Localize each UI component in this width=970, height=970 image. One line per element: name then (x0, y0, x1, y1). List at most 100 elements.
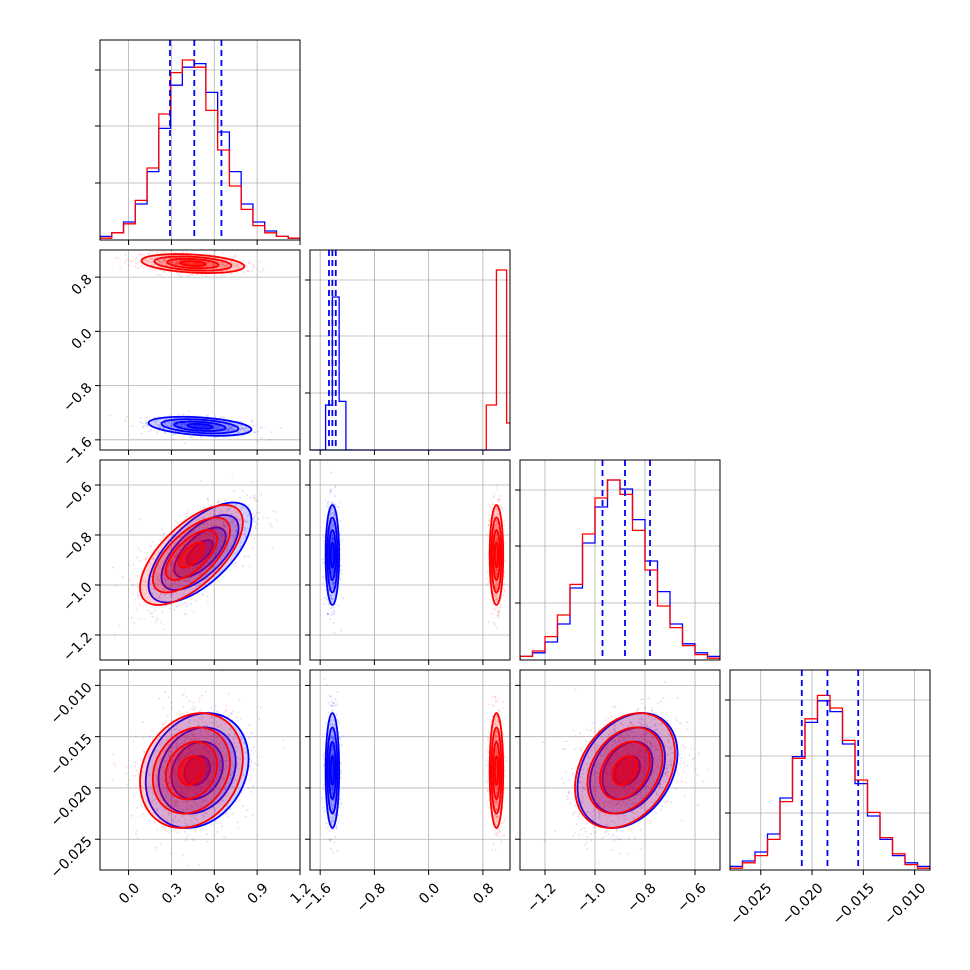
sample-point (136, 594, 139, 597)
sample-point (235, 503, 238, 506)
sample-point (331, 585, 334, 588)
sample-point (223, 538, 226, 541)
sample-point (208, 546, 211, 549)
sample-point (199, 538, 202, 541)
sample-point (184, 830, 187, 833)
sample-point (200, 785, 203, 788)
sample-point (136, 556, 139, 559)
sample-point (228, 734, 231, 737)
contour-red (492, 529, 501, 581)
sample-point (175, 785, 178, 788)
sample-point (223, 262, 226, 265)
sample-point (198, 742, 200, 745)
sample-point (494, 586, 497, 588)
sample-point (339, 588, 342, 591)
sample-point (171, 422, 174, 425)
sample-point (174, 728, 177, 731)
sample-point (178, 530, 181, 533)
sample-point (260, 426, 263, 429)
sample-point (173, 802, 176, 804)
sample-point (164, 421, 167, 424)
sample-point (226, 428, 229, 431)
sample-point (158, 426, 161, 429)
sample-point (143, 254, 146, 257)
sample-point (228, 569, 231, 571)
sample-point (162, 572, 165, 574)
sample-point (332, 570, 335, 573)
sample-point (183, 424, 186, 427)
sample-point (213, 742, 216, 745)
sample-point (221, 537, 223, 540)
sample-point (150, 250, 153, 253)
sample-point (243, 527, 246, 530)
sample-point (178, 729, 181, 732)
sample-point (167, 696, 170, 699)
panel-frame (519, 459, 721, 661)
sample-point (495, 606, 498, 609)
sample-point (134, 261, 137, 264)
sample-point (214, 536, 217, 539)
sample-point (170, 594, 173, 597)
sample-point (209, 715, 211, 718)
sample-point (332, 581, 335, 584)
sample-point (152, 269, 155, 271)
sample-point (158, 788, 161, 791)
sample-point (218, 541, 221, 543)
sample-point (202, 556, 205, 559)
sample-point (331, 502, 334, 505)
sample-point (260, 436, 263, 439)
sample-point (211, 532, 214, 535)
sample-point (495, 575, 498, 578)
sample-point (162, 567, 165, 569)
sample-point (220, 540, 223, 543)
sample-point (331, 581, 334, 584)
sample-point (172, 438, 175, 441)
sample-point (164, 259, 167, 262)
sample-point (173, 746, 176, 749)
sample-point (328, 514, 331, 516)
sample-point (173, 729, 176, 731)
sample-point (235, 529, 237, 532)
sample-point (202, 775, 205, 778)
sample-point (203, 811, 206, 814)
sample-point (223, 787, 226, 790)
sample-point (171, 546, 173, 549)
sample-point (210, 524, 213, 527)
sample-point (191, 733, 194, 736)
sample-point (237, 711, 240, 714)
sample-point (177, 584, 180, 587)
sample-point (174, 816, 177, 819)
sample-point (219, 416, 222, 419)
sample-point (233, 733, 236, 736)
sample-point (222, 525, 225, 528)
sample-point (189, 580, 192, 583)
sample-point (155, 616, 158, 619)
contour-blue (324, 504, 341, 606)
sample-point (171, 572, 174, 575)
sample-point (330, 471, 332, 474)
sample-point (207, 531, 210, 534)
contour-red (493, 541, 500, 569)
sample-point (219, 266, 222, 269)
sample-point (497, 610, 500, 612)
sample-point (503, 590, 506, 592)
sample-point (191, 734, 194, 737)
sample-point (223, 747, 226, 749)
sample-point (205, 565, 208, 568)
sample-point (242, 774, 244, 776)
sample-point (256, 523, 259, 526)
sample-point (199, 539, 202, 542)
sample-point (236, 423, 239, 426)
sample-point (158, 260, 161, 263)
histogram-blue (730, 700, 930, 870)
sample-point (502, 593, 505, 596)
sample-point (175, 771, 177, 774)
sample-point (259, 427, 262, 430)
sample-point (191, 539, 194, 542)
sample-point (178, 570, 180, 573)
sample-point (229, 521, 232, 524)
sample-point (216, 424, 219, 427)
sample-point (332, 621, 335, 624)
sample-point (187, 543, 189, 546)
sample-point (142, 579, 145, 582)
